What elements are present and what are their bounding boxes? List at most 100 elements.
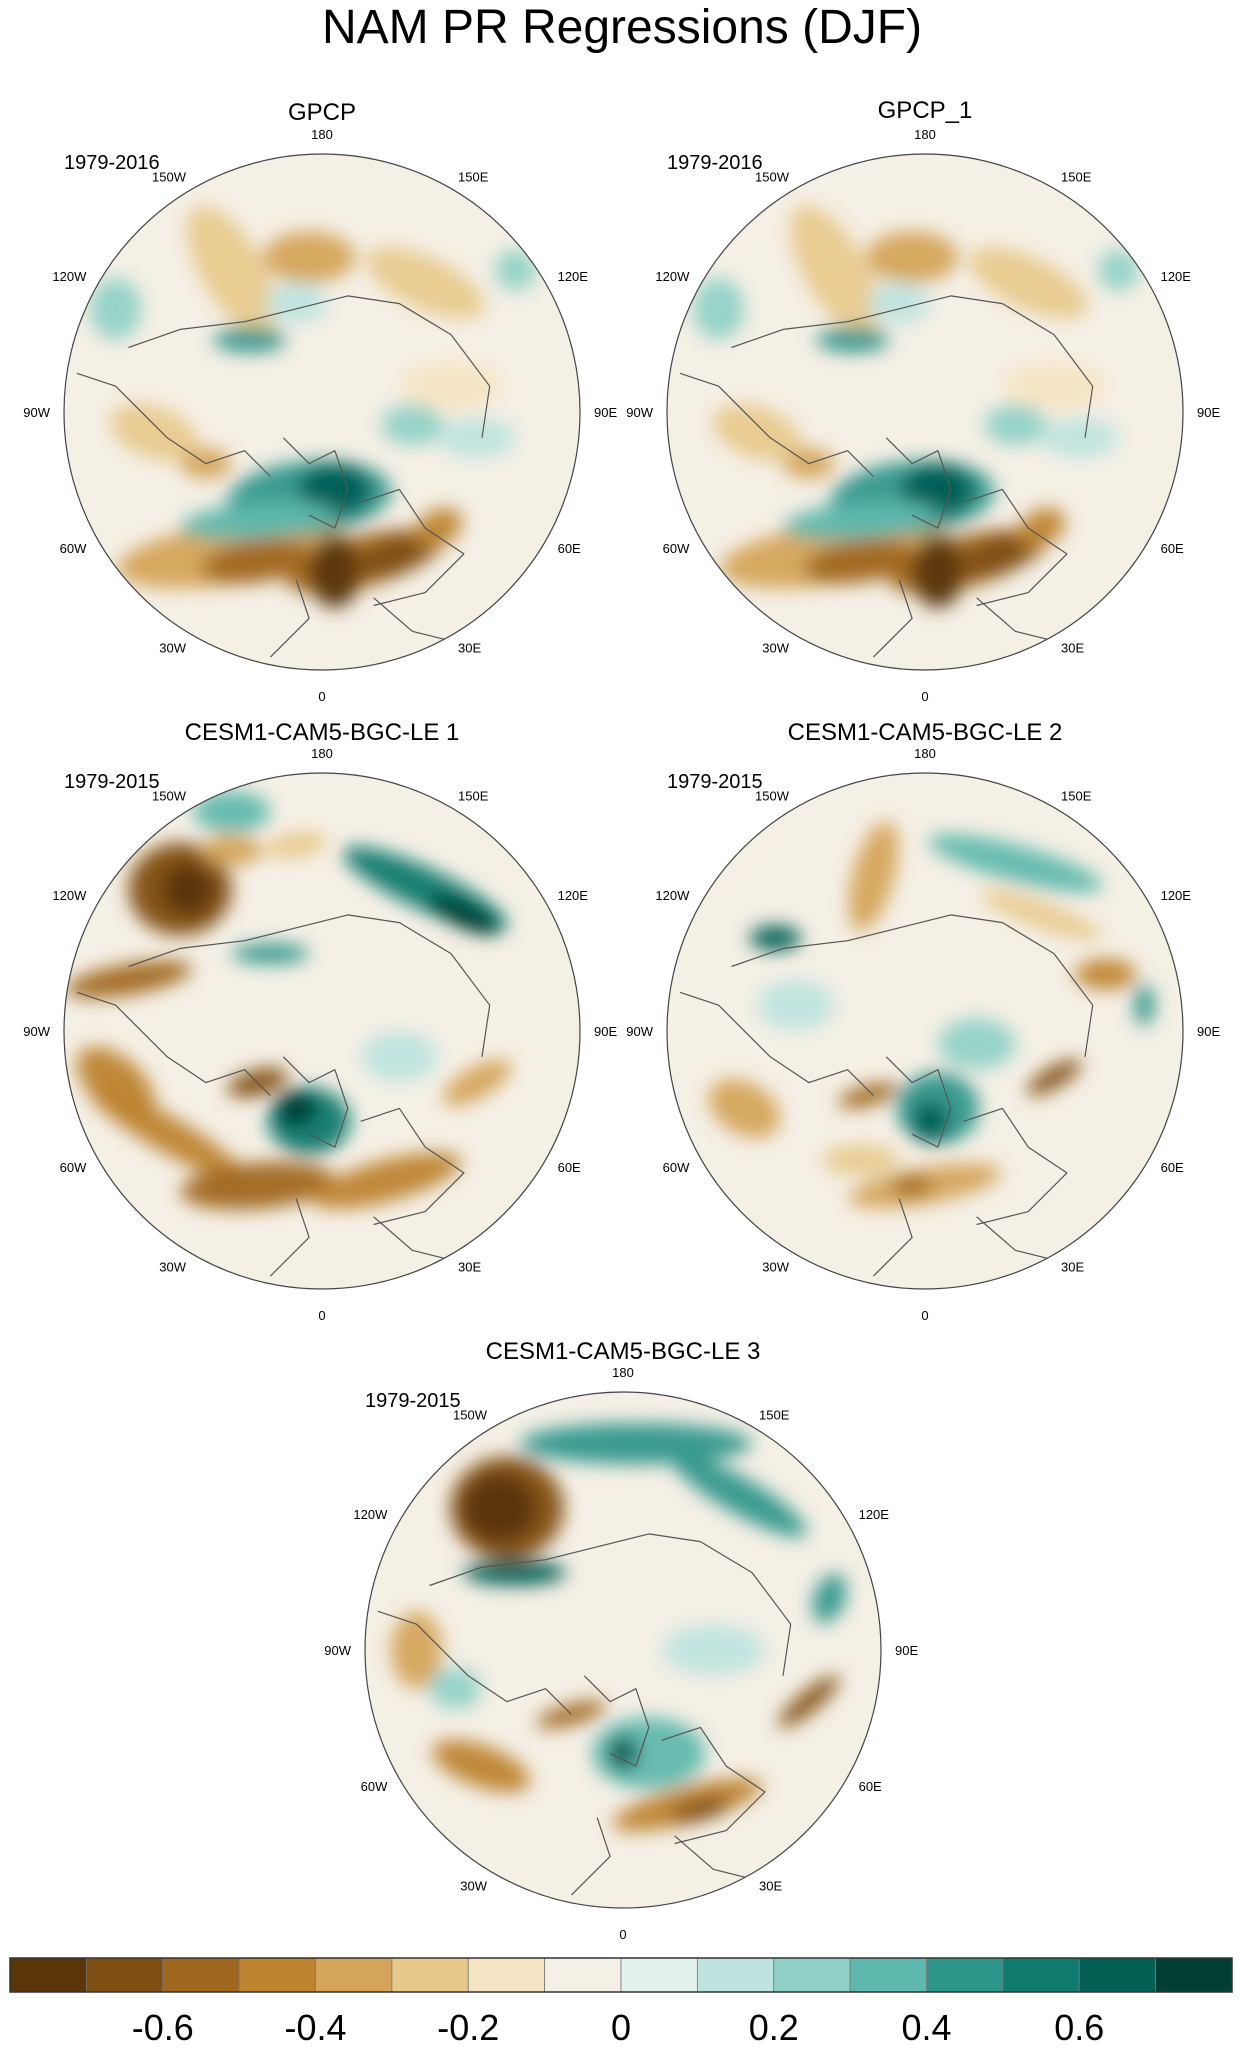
colorbar-label: 0.4	[901, 2007, 951, 2046]
colorbar-swatch	[85, 1957, 164, 1993]
map-panel-le1: CESM1-CAM5-BGC-LE 1 1979-2015 180 150E 120E 9…	[23, 719, 617, 1323]
lon-label: 180	[311, 746, 333, 761]
lon-label: 120E	[558, 269, 589, 284]
colorbar-swatch	[773, 1957, 851, 1993]
lon-label: 120W	[353, 1507, 388, 1522]
lon-label: 60W	[60, 1160, 87, 1175]
colorbar-swatch	[696, 1957, 775, 1993]
lon-label: 150E	[458, 169, 489, 184]
map-panel-le2: CESM1-CAM5-BGC-LE 2 1979-2015 180 150E 120E 9…	[626, 719, 1220, 1323]
lon-label: 120W	[655, 269, 690, 284]
lon-label: 180	[311, 127, 333, 142]
map-boundary	[63, 153, 581, 671]
lon-label: 150W	[453, 1407, 488, 1422]
lon-label: 120E	[558, 888, 589, 903]
lon-label: 30E	[1061, 1260, 1084, 1275]
colorbar-swatch	[1155, 1957, 1233, 1993]
panel-title: GPCP	[288, 99, 356, 126]
lon-label: 0	[921, 1308, 928, 1323]
lon-label: 30W	[460, 1879, 487, 1894]
colorbar-swatch	[544, 1957, 622, 1993]
colorbar-swatch	[9, 1957, 87, 1993]
lon-label: 90W	[324, 1643, 351, 1658]
map-panel-gpcp1: GPCP_1 1979-2016 180 150E 120E 90E 60E 30E 0 30W 6…	[626, 97, 1220, 704]
panel-period: 1979-2015	[365, 1390, 461, 1412]
lon-label: 180	[612, 1365, 634, 1380]
lon-label: 150W	[152, 169, 187, 184]
lon-label: 30W	[159, 1260, 186, 1275]
lon-label: 0	[619, 1927, 626, 1942]
map-boundary	[666, 772, 1184, 1290]
lon-label: 90W	[23, 405, 50, 420]
colorbar-swatch	[849, 1957, 927, 1993]
lon-label: 120E	[1161, 269, 1192, 284]
colorbar-swatch	[162, 1957, 240, 1993]
lon-label: 60W	[663, 1160, 690, 1175]
lon-label: 90E	[594, 1024, 617, 1039]
lon-label: 120W	[655, 888, 690, 903]
lon-label: 180	[914, 127, 936, 142]
lon-label: 150E	[1061, 788, 1092, 803]
colorbar-swatch	[315, 1957, 393, 1993]
lon-label: 90W	[626, 1024, 653, 1039]
lon-label: 150W	[755, 788, 790, 803]
map-boundary	[364, 1391, 882, 1909]
lon-label: 90E	[1197, 1024, 1220, 1039]
lon-label: 0	[318, 1308, 325, 1323]
lon-label: 30W	[762, 641, 789, 656]
lon-label: 60E	[1161, 541, 1184, 556]
map-panel-le3: CESM1-CAM5-BGC-LE 3 1979-2015 180 150E 120E 9…	[324, 1338, 918, 1942]
lon-label: 180	[914, 746, 936, 761]
map-boundary	[63, 772, 581, 1290]
panel-period: 1979-2015	[667, 771, 763, 793]
lon-label: 30W	[762, 1260, 789, 1275]
lon-label: 90W	[23, 1024, 50, 1039]
colorbar-label: 0.2	[749, 2007, 799, 2046]
panel-period: 1979-2015	[64, 771, 160, 793]
lon-label: 150E	[1061, 169, 1092, 184]
colorbar-swatch	[620, 1957, 698, 1993]
lon-label: 60W	[60, 541, 87, 556]
lon-label: 90W	[626, 405, 653, 420]
lon-label: 90E	[594, 405, 617, 420]
lon-label: 120E	[1161, 888, 1192, 903]
colorbar-label: -0.6	[132, 2007, 194, 2046]
panel-title: CESM1-CAM5-BGC-LE 1	[185, 719, 460, 746]
panel-title: GPCP_1	[878, 97, 973, 124]
panel-period: 1979-2016	[667, 152, 763, 174]
lon-label: 30E	[1061, 641, 1084, 656]
lon-label: 0	[921, 689, 928, 704]
lon-label: 60W	[361, 1779, 388, 1794]
lon-label: 60E	[859, 1779, 882, 1794]
page-title: NAM PR Regressions (DJF)	[321, 1, 923, 54]
colorbar-swatch	[1078, 1957, 1157, 1993]
colorbar-label: 0.6	[1054, 2007, 1104, 2046]
lon-label: 90E	[1197, 405, 1220, 420]
map-boundary	[666, 153, 1184, 671]
colorbar-label: -0.2	[437, 2007, 499, 2046]
lon-label: 150W	[152, 788, 187, 803]
colorbar-swatch	[1002, 1957, 1080, 1993]
colorbar-label: 0	[611, 2007, 631, 2046]
map-panel-gpcp: GPCP 1979-2016 180 150E 120E 90E 60E 30E 0 30W 60W…	[23, 99, 617, 704]
lon-label: 120W	[52, 269, 87, 284]
lon-label: 150W	[755, 169, 790, 184]
panel-title: CESM1-CAM5-BGC-LE 2	[788, 719, 1063, 746]
lon-label: 30W	[159, 641, 186, 656]
lon-label: 60E	[558, 1160, 581, 1175]
lon-label: 60W	[663, 541, 690, 556]
colorbar-swatch	[926, 1957, 1004, 1993]
lon-label: 120W	[52, 888, 87, 903]
lon-label: 30E	[458, 641, 481, 656]
colorbar-swatch	[391, 1957, 469, 1993]
lon-label: 60E	[558, 541, 581, 556]
lon-label: 30E	[458, 1260, 481, 1275]
lon-label: 150E	[759, 1407, 790, 1422]
panel-title: CESM1-CAM5-BGC-LE 3	[486, 1338, 761, 1365]
lon-label: 120E	[859, 1507, 890, 1522]
colorbar-swatch	[238, 1957, 316, 1993]
lon-label: 0	[318, 689, 325, 704]
lon-label: 30E	[759, 1879, 782, 1894]
